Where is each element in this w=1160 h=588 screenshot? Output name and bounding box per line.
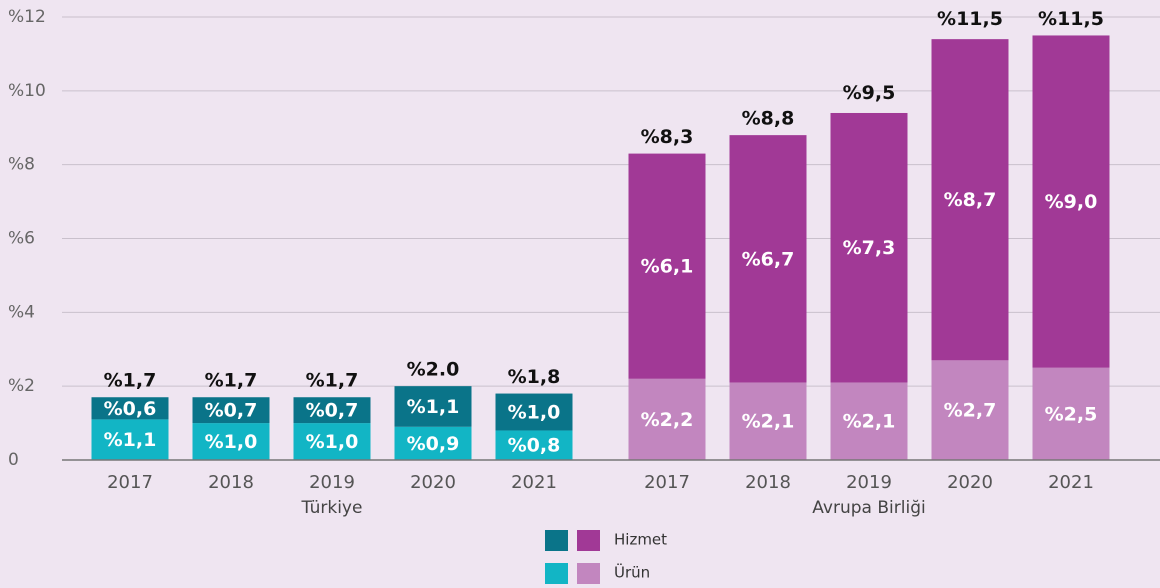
bar-segment [830,382,908,460]
bar-segment [931,360,1009,460]
value-label: %1,1 [407,396,460,418]
legend-label: Hizmet [614,531,667,549]
x-tick-label: 2020 [947,472,993,493]
total-label: %2.0 [407,359,460,381]
total-label: %11,5 [937,8,1003,30]
total-label: %1,7 [205,370,258,392]
total-label: %8,3 [641,126,694,148]
value-label: %6,1 [641,256,694,278]
bar-segment [495,430,573,460]
value-label: %1,0 [508,402,561,424]
bar-segment [192,397,270,424]
bar-segment [394,386,472,427]
bar-segment [931,39,1009,361]
bar-segment [192,423,270,460]
bar-segment [293,423,371,460]
value-label: %1,0 [205,431,258,453]
value-label: %9,0 [1045,191,1098,213]
bar-segment [830,112,908,383]
x-tick-label: 2017 [644,472,690,493]
legend-swatch [577,530,600,551]
legend-label: Ürün [614,563,650,582]
y-tick-label: %10 [8,81,46,101]
bar-segment [1032,367,1110,460]
x-tick-label: 2018 [208,472,254,493]
x-tick-label: 2020 [410,472,456,493]
group-label: Türkiye [301,498,363,518]
bar-segment [293,397,371,424]
value-label: %1,1 [104,429,157,451]
bar-segment [394,426,472,460]
total-label: %1,7 [104,370,157,392]
bar-segment [729,382,807,460]
value-label: %2,2 [641,409,694,431]
x-tick-label: 2018 [745,472,791,493]
legend-swatch [545,530,568,551]
total-label: %11,5 [1038,8,1104,30]
x-tick-label: 2017 [107,472,153,493]
value-label: %2,1 [742,411,795,433]
bar-segment [495,393,573,431]
x-tick-label: 2021 [1048,472,1094,493]
value-label: %0,9 [407,433,460,455]
bar-segment [1032,35,1110,368]
value-label: %2,7 [944,400,997,422]
group-label: Avrupa Birliği [812,498,925,518]
value-label: %6,7 [742,248,795,270]
bar-segment [91,397,169,420]
value-label: %2,1 [843,411,896,433]
y-tick-label: %6 [8,229,35,249]
x-tick-label: 2021 [511,472,557,493]
x-tick-label: 2019 [846,472,892,493]
bar-segment [628,378,706,460]
bar-segment [628,153,706,379]
y-tick-label: %4 [8,302,35,322]
bar-segment [729,135,807,383]
y-tick-label: 0 [8,450,19,470]
total-label: %1,7 [306,370,359,392]
y-tick-label: %2 [8,376,35,396]
total-label: %8,8 [742,108,795,130]
y-tick-label: %8 [8,155,35,175]
value-label: %0,7 [205,400,258,422]
value-label: %2,5 [1045,403,1098,425]
bar-segment [91,419,169,460]
value-label: %8,7 [944,189,997,211]
total-label: %1,8 [508,366,561,388]
value-label: %0,6 [104,398,157,420]
y-tick-label: %12 [8,7,46,27]
total-label: %9,5 [843,82,896,104]
value-label: %7,3 [843,237,896,259]
x-tick-label: 2019 [309,472,355,493]
legend-swatch [545,563,568,584]
value-label: %0,8 [508,435,561,457]
value-label: %1,0 [306,431,359,453]
value-label: %0,7 [306,400,359,422]
legend-swatch [577,563,600,584]
